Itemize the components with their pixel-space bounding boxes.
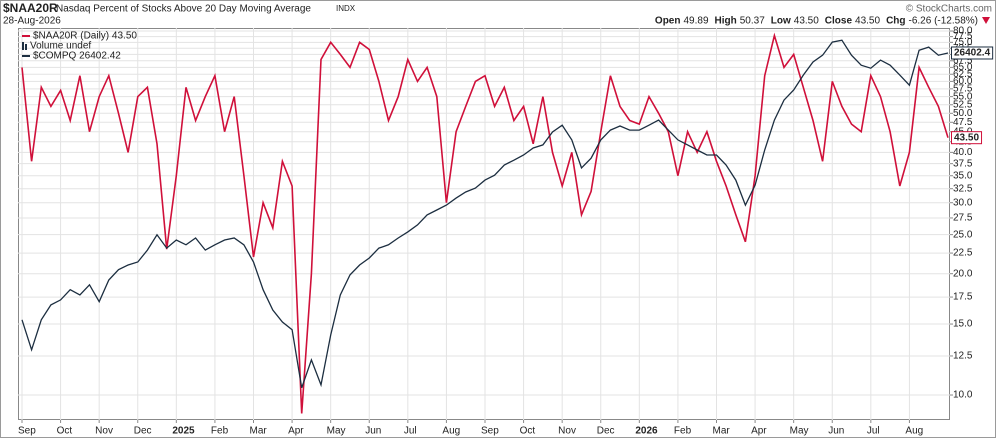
x-tick-label: Dec [597,426,615,437]
stat-value: 43.50 [794,16,819,27]
y-tick-label: 32.5 [953,183,973,194]
down-arrow [982,17,990,24]
marks [21,32,949,414]
exchange: INDX [336,4,356,13]
x-tick-label: Apr [751,426,767,437]
x-tick-label: Aug [442,426,460,437]
stat-value: 43.50 [855,16,880,27]
y-tick-label: 52.5 [953,99,973,110]
x-tick-label: May [327,426,346,437]
y-tick-label: 27.5 [953,213,973,224]
y-tick-label: 15.0 [953,319,973,330]
x-tick-label: Jul [404,426,417,437]
x-tick-label: Dec [134,426,152,437]
y-tick-label: 47.5 [953,117,973,128]
labels: 10.0 12.5 15.0 17.5 20.0 22.5 25.0 27.5 30.0 32.5… [18,26,994,437]
y-tick-label: 60.0 [953,76,973,87]
y-tick-label: 22.5 [953,248,973,259]
legend-label: Volume undef [30,41,91,52]
x-tick-label: Oct [520,426,536,437]
stat-label: Close [825,16,853,27]
x-tick-label: Feb [674,426,692,437]
y-tick-label: 55.0 [953,91,973,102]
legend-volume-icon [22,42,24,50]
x-tick-label: Feb [211,426,229,437]
series-line [21,39,949,389]
index-name: Nasdaq Percent of Stocks Above 20 Day Mo… [56,4,311,15]
y-tick-label: 77.5 [953,31,973,42]
x-tick-label: Oct [57,426,73,437]
x-tick-label: Jul [867,426,880,437]
legend-volume-icon [25,44,27,50]
x-tick-label: Nov [558,426,576,437]
stat-label: Open [655,16,681,27]
stat-value: -6.26 (-12.58%) [909,16,978,27]
y-tick-label: 57.5 [953,83,973,94]
stat-label: High [715,16,737,27]
stat-label: Low [771,16,791,27]
legend-label: $NAA20R (Daily) 43.50 [33,31,137,42]
date: 28-Aug-2026 [3,16,61,27]
y-tick-label: 20.0 [953,268,973,279]
x-tick-label: Sep [18,426,36,437]
y-tick-label: 75.0 [953,37,973,48]
y-tick-label: 67.5 [953,55,973,66]
x-tick-label: Apr [288,426,304,437]
y-tick-label: 12.5 [953,351,973,362]
x-tick-label: Mar [713,426,731,437]
end-label-box [951,131,983,145]
y-tick-label: 40.0 [953,147,973,158]
y-tick-label: 50.0 [953,108,973,119]
y-tick-label: 10.0 [953,390,973,401]
x-tick-label: May [790,426,809,437]
end-label: 26402.4 [954,48,991,59]
end-label: 43.50 [954,132,979,143]
symbol: $NAA20R [3,1,58,15]
x-tick-label: 2025 [172,426,195,437]
legend-label: $COMPQ 26402.42 [33,51,121,62]
series-line [21,32,949,414]
y-tick-label: 80.0 [953,26,973,37]
x-tick-label: Jun [828,426,844,437]
stats: -6.26 (-12.58%)Chg43.50Close43.50Low50.3… [655,16,990,27]
x-tick-label: Nov [95,426,113,437]
credit: © StockCharts.com [906,4,992,15]
plot-frame [18,28,950,420]
x-tick-label: 2026 [635,426,658,437]
stat-label: Chg [886,16,905,27]
stat-value: 49.89 [683,16,708,27]
x-tick-label: Aug [905,426,923,437]
y-tick-label: 17.5 [953,292,973,303]
y-tick-label: 25.0 [953,229,973,240]
y-tick-label: 62.5 [953,69,973,80]
x-tick-label: Jun [365,426,381,437]
end-label-box [951,46,994,60]
x-tick-label: Sep [481,426,499,437]
y-tick-label: 65.0 [953,62,973,73]
stat-value: 50.37 [740,16,765,27]
y-tick-label: 35.0 [953,170,973,181]
x-tick-label: Mar [250,426,268,437]
y-tick-label: 37.5 [953,158,973,169]
y-tick-label: 30.0 [953,197,973,208]
